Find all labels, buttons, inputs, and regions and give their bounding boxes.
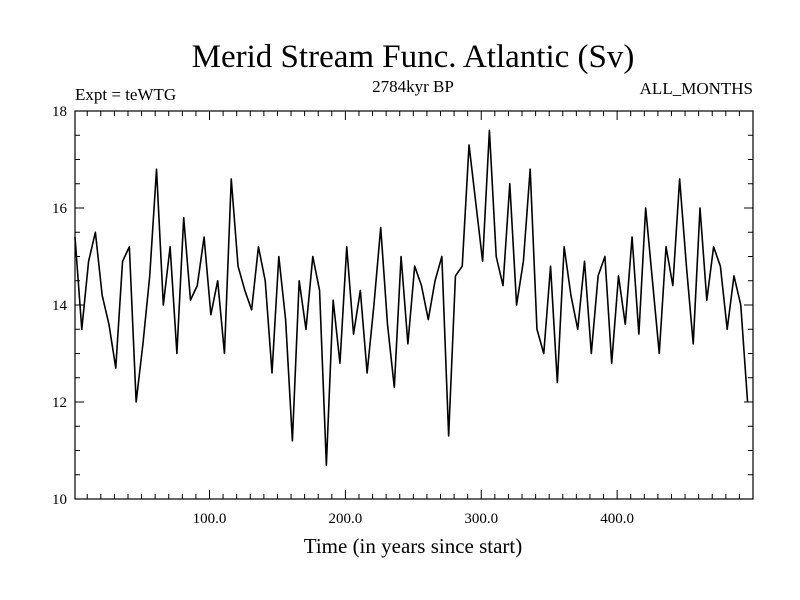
series-layer bbox=[74, 129, 749, 466]
x-tick-label: 100.0 bbox=[193, 511, 227, 527]
period-label: 2784kyr BP bbox=[372, 77, 454, 96]
y-tick-label: 14 bbox=[52, 298, 68, 314]
experiment-label: Expt = teWTG bbox=[75, 85, 176, 104]
plot-area-frame bbox=[74, 110, 754, 500]
y-tick-label: 16 bbox=[52, 201, 68, 217]
y-tick-label: 18 bbox=[52, 104, 67, 120]
series-line-0 bbox=[74, 129, 749, 466]
y-tick-label: 10 bbox=[52, 492, 67, 508]
y-tick-label: 12 bbox=[52, 395, 67, 411]
x-tick-label: 400.0 bbox=[600, 511, 634, 527]
axis-ticks bbox=[75, 110, 754, 500]
x-axis-title: Time (in years since start) bbox=[304, 534, 523, 558]
months-label: ALL_MONTHS bbox=[640, 79, 753, 98]
x-tick-label: 300.0 bbox=[464, 511, 498, 527]
tick-labels: 100.0 200.0 300.0 400.0 10 12 14 16 18 bbox=[52, 104, 634, 527]
x-tick-label: 200.0 bbox=[329, 511, 363, 527]
chart-title: Merid Stream Func. Atlantic (Sv) bbox=[192, 39, 635, 75]
